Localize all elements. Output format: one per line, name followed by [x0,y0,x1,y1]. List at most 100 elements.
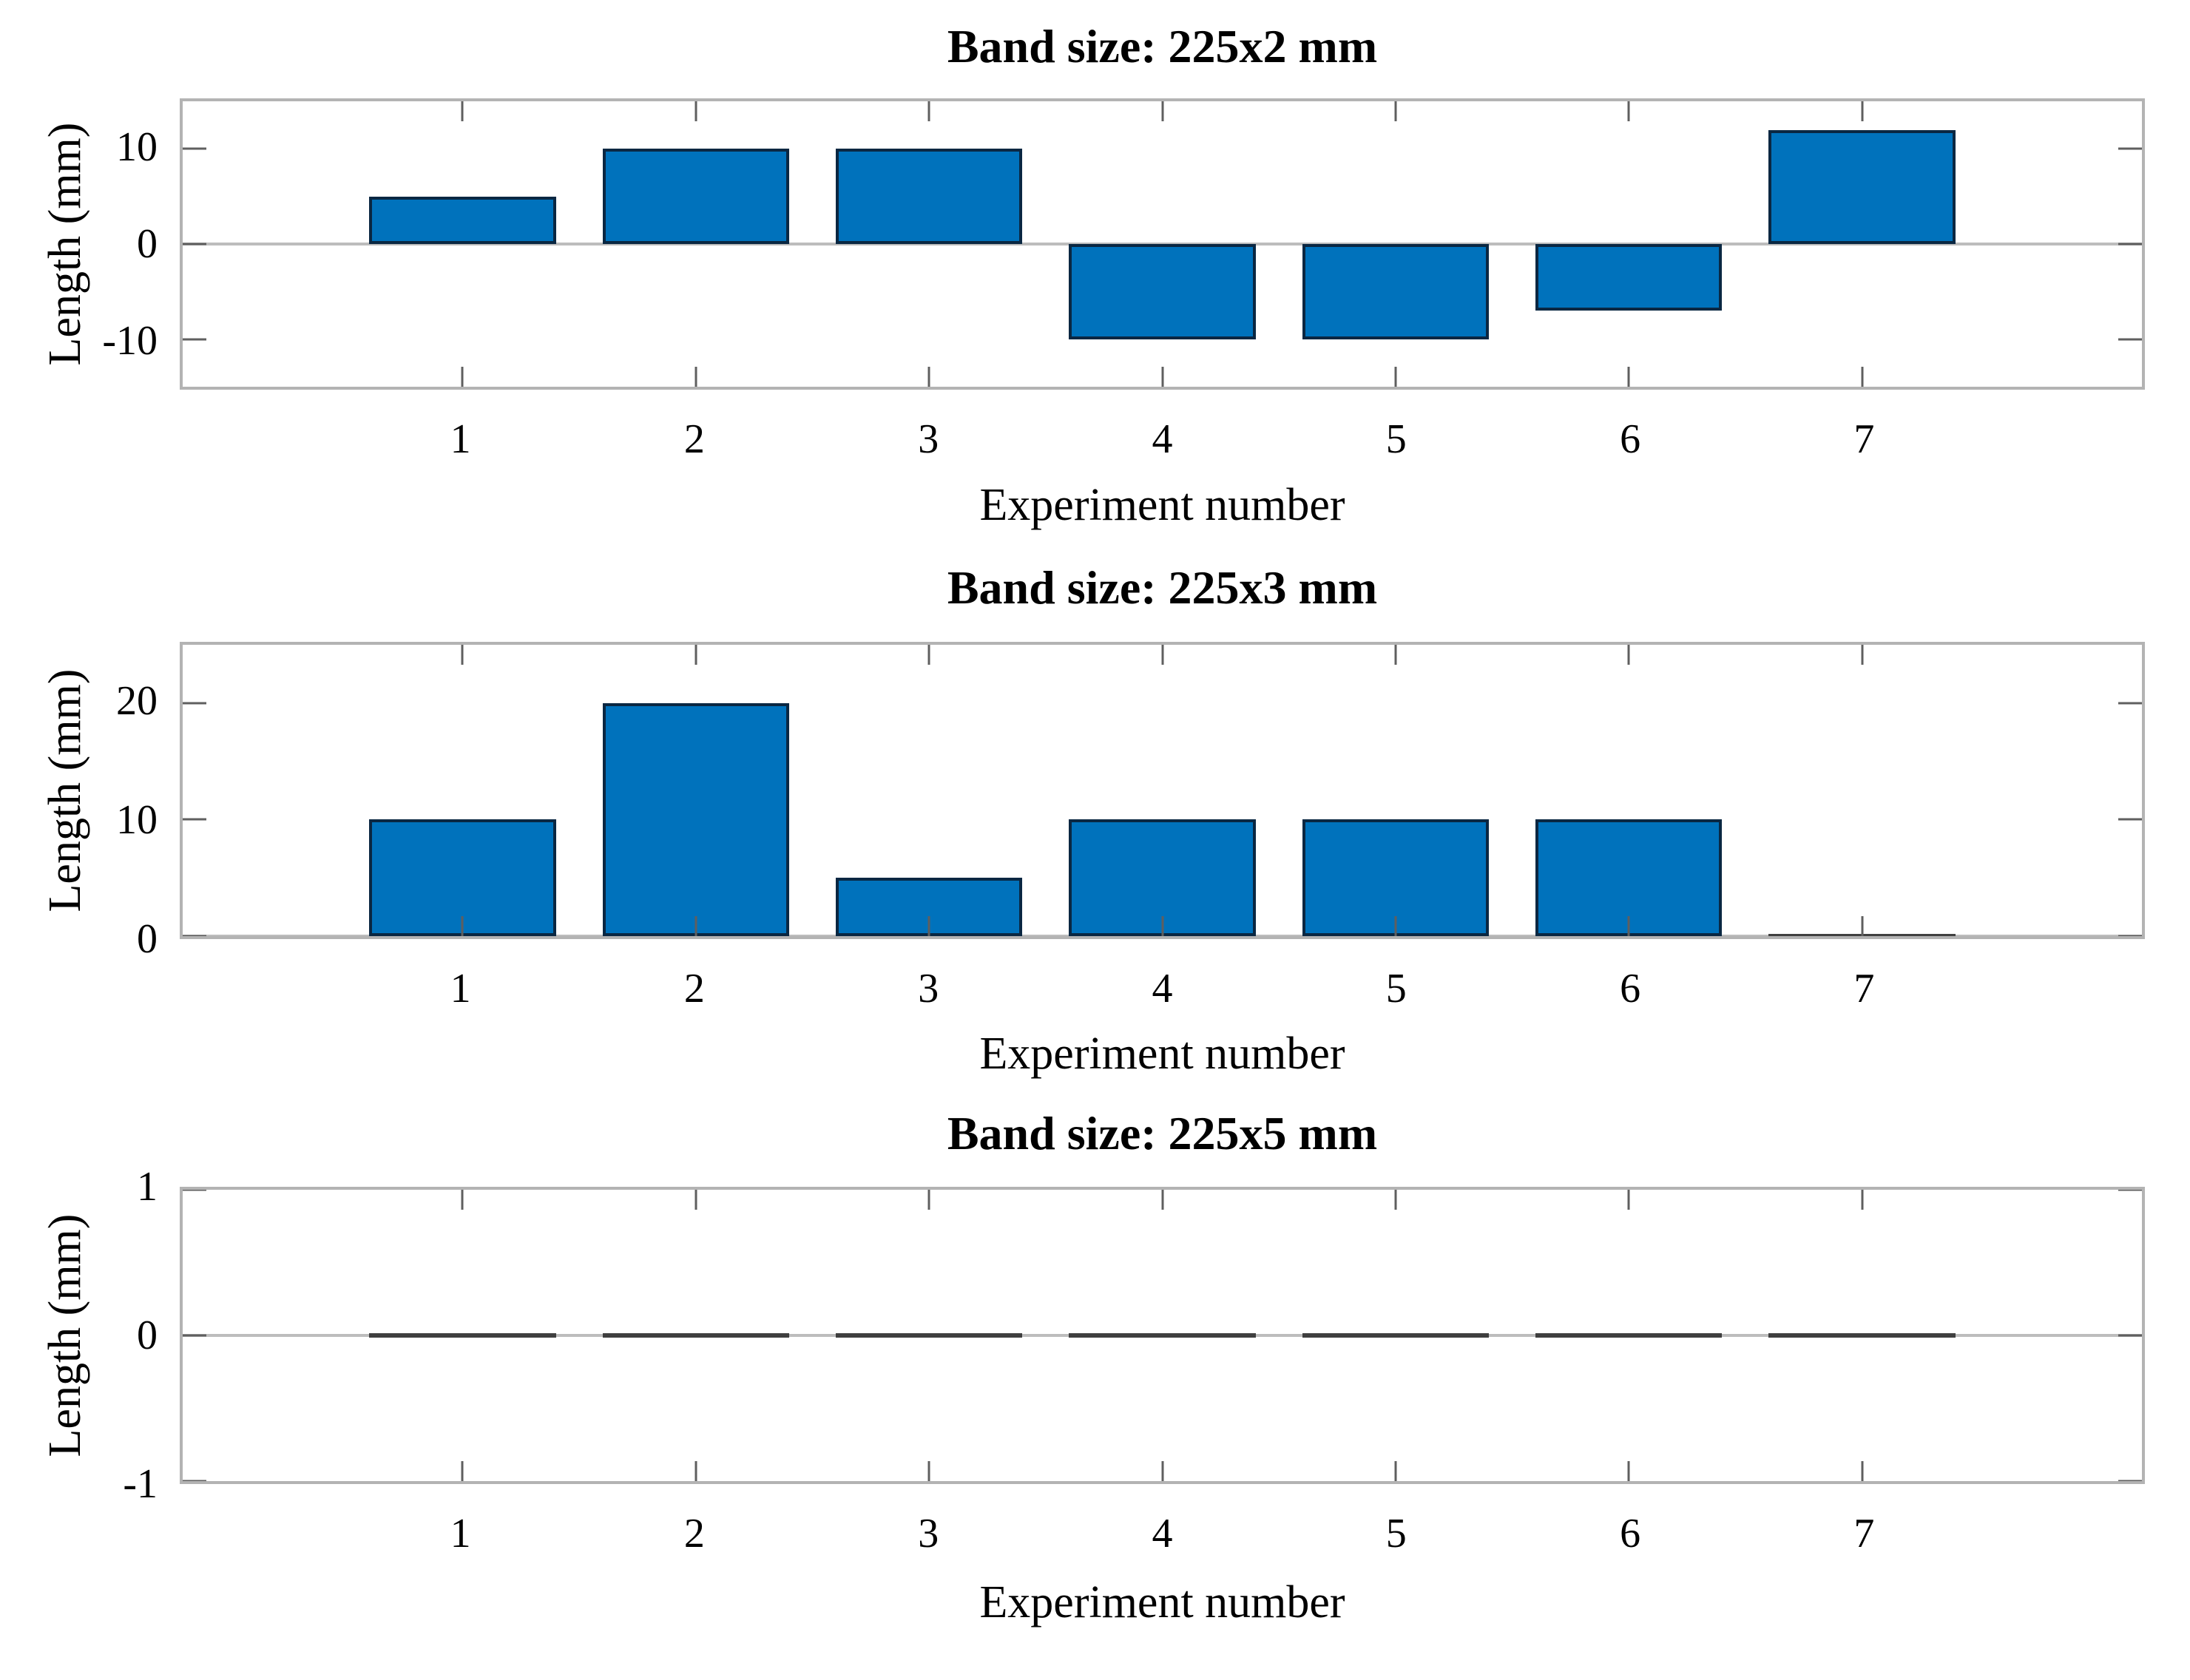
x-tick-label: 2 [683,966,705,1012]
x-tick-mark [1861,916,1864,936]
x-tick-mark [1627,101,1630,121]
x-tick-label: 5 [1385,1511,1407,1557]
x-tick-mark [1861,1190,1864,1210]
x-tick-mark [1394,1461,1397,1481]
x-tick-mark [927,645,930,665]
x-axis-label: Experiment number [979,1029,1345,1079]
y-tick-mark [2118,1480,2142,1481]
bar-zero [1535,1333,1723,1338]
x-tick-mark [1161,1190,1163,1210]
bar [1302,244,1489,339]
bar-zero [1768,934,1956,936]
x-tick-label: 7 [1853,1511,1875,1557]
x-tick-label: 4 [1152,416,1173,462]
y-tick-mark [2118,1334,2142,1337]
y-axis-label: Length (mm) [40,1213,90,1457]
subplot-title: Band size: 225x5 mm [947,1107,1378,1159]
x-tick-label: 7 [1853,416,1875,462]
x-tick-label: 5 [1385,966,1407,1012]
y-tick-mark [2118,935,2142,936]
y-tick-label: 10 [116,797,158,844]
bar [1069,244,1256,339]
y-tick-label: 0 [137,916,158,962]
y-tick-label: 20 [116,678,158,725]
x-tick-label: 6 [1620,1511,1641,1557]
y-tick-mark [183,818,206,821]
x-tick-mark [1627,916,1630,936]
x-tick-mark [461,645,464,665]
x-tick-mark [1161,916,1163,936]
y-tick-label: 1 [137,1164,158,1210]
x-tick-label: 2 [683,1511,705,1557]
x-tick-mark [1161,367,1163,387]
x-tick-mark [1861,645,1864,665]
y-tick-mark [183,243,206,245]
y-tick-label: -10 [102,318,158,365]
bar [369,819,556,936]
plot-area [180,98,2145,390]
x-tick-mark [1161,645,1163,665]
bar [1535,244,1723,311]
bar-zero [836,1333,1023,1338]
x-tick-mark [1394,645,1397,665]
x-tick-mark [927,1461,930,1481]
bar [1768,129,1956,244]
y-tick-mark [2118,338,2142,341]
y-tick-label: -1 [123,1461,158,1507]
x-tick-mark [927,1190,930,1210]
plot-area [180,642,2145,939]
zero-baseline [183,243,2142,245]
x-tick-mark [1161,101,1163,121]
bar [1535,819,1723,936]
y-tick-mark [183,338,206,341]
x-tick-label: 2 [683,416,705,462]
x-tick-mark [1861,1461,1864,1481]
bar [836,878,1023,936]
zero-baseline [183,935,2142,936]
bar [1302,819,1489,936]
x-tick-mark [694,645,697,665]
bar-zero [602,1333,789,1338]
x-tick-mark [1627,645,1630,665]
y-tick-mark [2118,147,2142,150]
y-tick-mark [183,1190,206,1191]
x-tick-mark [1394,916,1397,936]
x-tick-mark [1394,101,1397,121]
x-tick-mark [694,1190,697,1210]
y-tick-mark [183,935,206,936]
x-tick-mark [1627,367,1630,387]
bar-zero [1069,1333,1256,1338]
y-axis-label: Length (mm) [40,122,90,366]
bar [602,702,789,936]
y-tick-label: 0 [137,221,158,267]
y-tick-mark [2118,702,2142,705]
x-tick-mark [461,1190,464,1210]
y-tick-mark [2118,1190,2142,1191]
y-tick-mark [2118,818,2142,821]
y-tick-label: 0 [137,1312,158,1358]
x-tick-label: 1 [450,966,471,1012]
x-tick-label: 1 [450,416,471,462]
y-tick-mark [183,1480,206,1481]
x-tick-mark [927,101,930,121]
y-tick-mark [183,702,206,705]
x-tick-label: 4 [1152,966,1173,1012]
y-tick-mark [2118,243,2142,245]
x-tick-label: 3 [918,1511,939,1557]
x-tick-mark [461,101,464,121]
y-tick-mark [183,1334,206,1337]
x-tick-mark [694,916,697,936]
bar [602,149,789,244]
x-tick-mark [1861,101,1864,121]
x-tick-mark [461,916,464,936]
bar-zero [1768,1333,1956,1338]
x-axis-label: Experiment number [979,480,1345,530]
bar-zero [369,1333,556,1338]
bar [369,196,556,244]
subplot-title: Band size: 225x3 mm [947,561,1378,614]
x-tick-mark [1394,367,1397,387]
